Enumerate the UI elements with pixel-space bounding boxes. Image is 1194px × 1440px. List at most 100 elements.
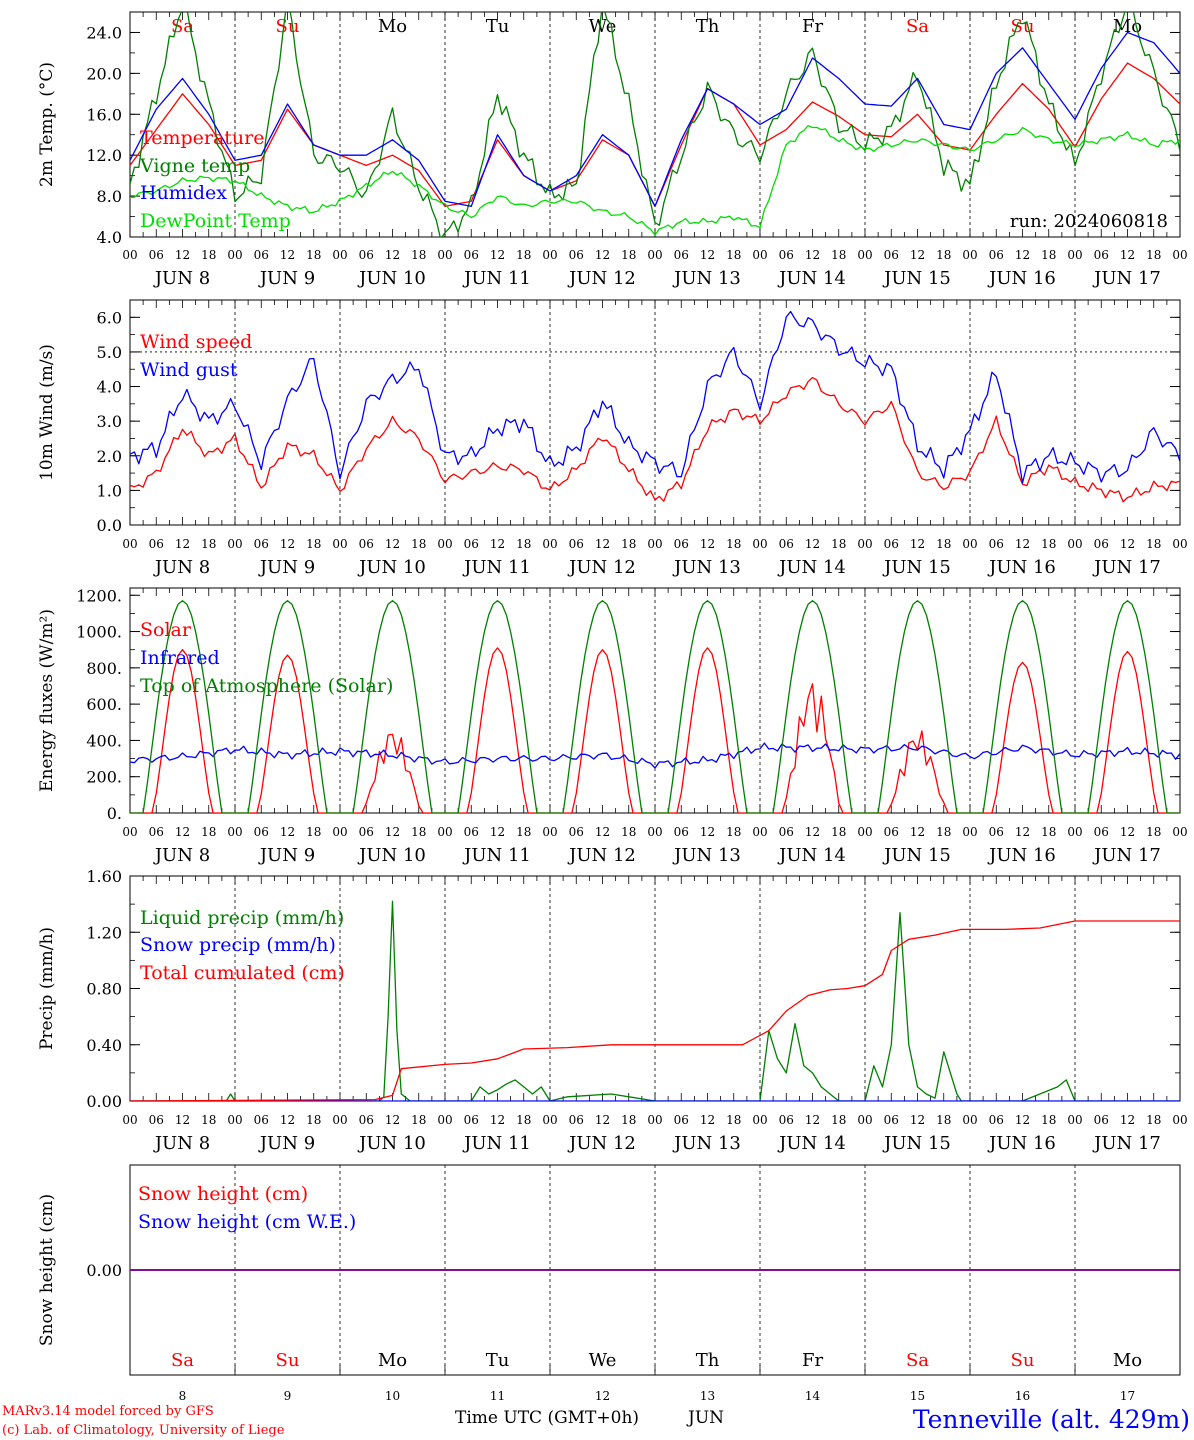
hour-label: 12 bbox=[280, 825, 295, 839]
date-label: JUN 15 bbox=[882, 1133, 951, 1154]
hour-label: 00 bbox=[122, 1113, 137, 1127]
legend-entry: Solar bbox=[140, 619, 192, 641]
hour-label: 12 bbox=[280, 248, 295, 262]
date-label: JUN 11 bbox=[462, 845, 531, 866]
hour-label: 00 bbox=[752, 825, 767, 839]
hour-label: 18 bbox=[1146, 537, 1161, 551]
y-tick-label: 0.00 bbox=[86, 1092, 122, 1111]
date-label: JUN 9 bbox=[258, 268, 315, 289]
date-label: JUN 13 bbox=[672, 845, 741, 866]
date-label: JUN 13 bbox=[672, 557, 741, 578]
y-tick-label: 0.40 bbox=[86, 1036, 122, 1055]
hour-label: 06 bbox=[254, 1113, 269, 1127]
hour-label: 00 bbox=[1172, 1113, 1187, 1127]
hour-label: 00 bbox=[227, 825, 242, 839]
hour-label: 12 bbox=[1015, 1113, 1030, 1127]
date-label: JUN 14 bbox=[777, 268, 846, 289]
weekday-label: Tu bbox=[486, 16, 510, 37]
hour-label: 12 bbox=[1015, 248, 1030, 262]
hour-label: 06 bbox=[464, 1113, 479, 1127]
weekday-label: Th bbox=[696, 16, 720, 37]
hour-label: 18 bbox=[726, 1113, 741, 1127]
hour-label: 00 bbox=[1067, 825, 1082, 839]
hour-label: 06 bbox=[674, 248, 689, 262]
hour-label: 00 bbox=[332, 825, 347, 839]
date-label: JUN 14 bbox=[777, 1133, 846, 1154]
hour-label: 12 bbox=[385, 1113, 400, 1127]
wind-panel: 0.0 1.0 2.0 3.0 4.0 5.0 6.0 10m Wind (m/s) 00 06 1… bbox=[37, 299, 1188, 578]
hour-label: 06 bbox=[1094, 248, 1109, 262]
day-number-label: 17 bbox=[1120, 1389, 1135, 1403]
hour-label: 12 bbox=[910, 825, 925, 839]
hour-label: 18 bbox=[726, 537, 741, 551]
weekday-label: Sa bbox=[906, 16, 929, 37]
x-axis-month: JUN bbox=[686, 1408, 724, 1428]
y-tick-label: 0.00 bbox=[86, 1261, 122, 1280]
hour-label: 06 bbox=[674, 1113, 689, 1127]
wind-series bbox=[130, 310, 1180, 503]
series-top-of-atmosphere-solar bbox=[130, 600, 1180, 813]
series-infrared bbox=[130, 742, 1180, 769]
date-label: JUN 14 bbox=[777, 557, 846, 578]
date-label: JUN 10 bbox=[357, 1133, 426, 1154]
hour-label: 12 bbox=[700, 248, 715, 262]
date-label: JUN 12 bbox=[567, 268, 636, 289]
hour-label: 12 bbox=[385, 825, 400, 839]
day-number-label: 11 bbox=[490, 1389, 505, 1403]
hour-label: 00 bbox=[752, 1113, 767, 1127]
hour-label: 06 bbox=[779, 1113, 794, 1127]
lab-credit: (c) Lab. of Climatology, University of L… bbox=[2, 1423, 285, 1438]
hour-label: 18 bbox=[1041, 248, 1056, 262]
hour-label: 18 bbox=[621, 825, 636, 839]
date-label: JUN 10 bbox=[357, 268, 426, 289]
hour-label: 06 bbox=[149, 1113, 164, 1127]
hour-label: 06 bbox=[359, 825, 374, 839]
y-tick-label: 800. bbox=[86, 659, 122, 678]
y-tick-label: 0. bbox=[107, 804, 122, 823]
model-credit: MARv3.14 model forced by GFS bbox=[2, 1404, 214, 1419]
date-label: JUN 8 bbox=[153, 845, 210, 866]
series-humidex bbox=[130, 31, 1180, 207]
hour-label: 00 bbox=[332, 1113, 347, 1127]
date-label: JUN 13 bbox=[672, 268, 741, 289]
legend-entry: Vigne temp bbox=[139, 155, 250, 177]
date-label: JUN 9 bbox=[258, 845, 315, 866]
date-label: JUN 17 bbox=[1092, 845, 1161, 866]
hour-label: 06 bbox=[569, 248, 584, 262]
series-dewpoint-temp bbox=[130, 125, 1180, 236]
hour-label: 00 bbox=[542, 537, 557, 551]
series-solar bbox=[130, 647, 1180, 813]
hour-label: 18 bbox=[201, 825, 216, 839]
hour-label: 00 bbox=[647, 1113, 662, 1127]
y-tick-label: 3.0 bbox=[97, 412, 122, 431]
hour-label: 06 bbox=[359, 537, 374, 551]
precip-series bbox=[130, 900, 1180, 1101]
hour-label: 18 bbox=[831, 248, 846, 262]
weekday-label: Su bbox=[276, 16, 300, 37]
hour-label: 06 bbox=[989, 248, 1004, 262]
y-tick-label: 2.0 bbox=[97, 447, 122, 466]
hour-label: 12 bbox=[175, 248, 190, 262]
hour-label: 18 bbox=[411, 248, 426, 262]
date-label: JUN 9 bbox=[258, 557, 315, 578]
hour-label: 12 bbox=[805, 537, 820, 551]
date-label: JUN 12 bbox=[567, 1133, 636, 1154]
y-tick-label: 600. bbox=[86, 695, 122, 714]
snow-panel: 0.00 Snow height (cm) Sa 8 Su 9 Mo 10 Tu 11 We 12 Th… bbox=[37, 1164, 1181, 1403]
date-label: JUN 12 bbox=[567, 845, 636, 866]
legend-entry: Wind gust bbox=[140, 359, 238, 381]
hour-label: 00 bbox=[227, 248, 242, 262]
hour-label: 12 bbox=[175, 825, 190, 839]
date-label: JUN 12 bbox=[567, 557, 636, 578]
temperature-series bbox=[130, 12, 1180, 237]
hour-label: 00 bbox=[1067, 1113, 1082, 1127]
hour-label: 18 bbox=[306, 248, 321, 262]
hour-label: 00 bbox=[1067, 537, 1082, 551]
hour-label: 00 bbox=[1172, 825, 1187, 839]
hour-label: 12 bbox=[175, 1113, 190, 1127]
hour-label: 00 bbox=[962, 537, 977, 551]
hour-label: 18 bbox=[1146, 825, 1161, 839]
hour-label: 18 bbox=[831, 537, 846, 551]
hour-label: 00 bbox=[122, 537, 137, 551]
hour-label: 18 bbox=[516, 248, 531, 262]
